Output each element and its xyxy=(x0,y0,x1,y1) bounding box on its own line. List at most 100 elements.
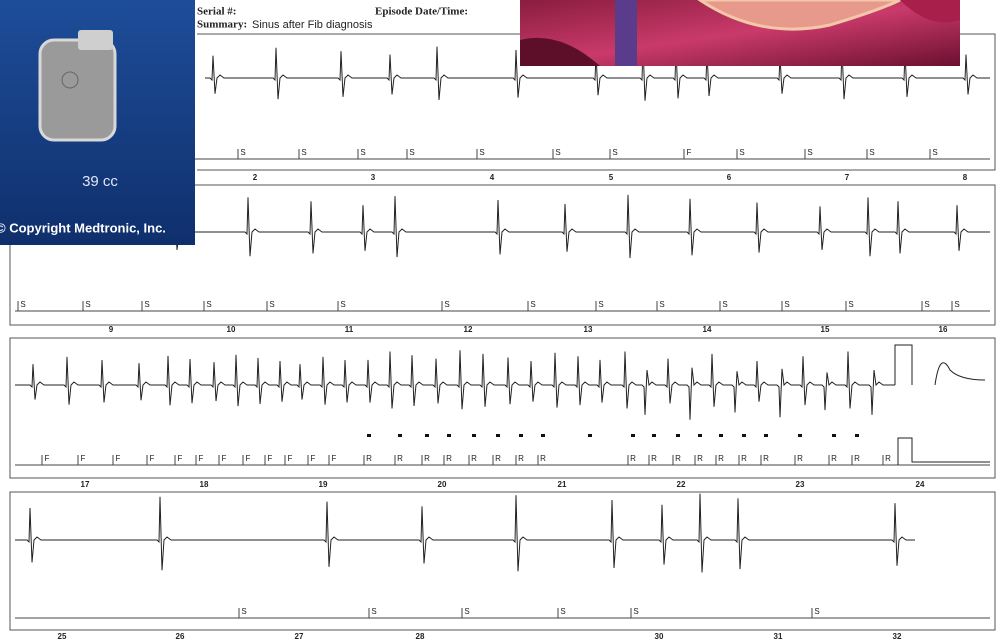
marker-label: F xyxy=(45,454,50,463)
ecg-trace xyxy=(15,194,990,259)
summary-label: Summary: xyxy=(197,19,247,31)
marker-label: S xyxy=(144,300,149,309)
marker-label: S xyxy=(85,300,90,309)
detection-dot xyxy=(764,434,768,437)
marker-label: S xyxy=(932,148,937,157)
marker-label: S xyxy=(612,148,617,157)
time-label: 17 xyxy=(81,480,90,489)
time-label: 11 xyxy=(345,325,354,334)
time-label: 21 xyxy=(558,480,567,489)
marker-label: R xyxy=(651,454,657,463)
detection-dot xyxy=(447,434,451,437)
time-label: 22 xyxy=(677,480,686,489)
detection-dot xyxy=(588,434,592,437)
time-label: 14 xyxy=(703,325,712,334)
marker-label: S xyxy=(479,148,484,157)
time-label: 4 xyxy=(490,173,495,182)
detection-dot xyxy=(855,434,859,437)
time-label: 12 xyxy=(464,325,473,334)
time-label: 23 xyxy=(796,480,805,489)
marker-label: S xyxy=(598,300,603,309)
episode-label: Episode Date/Time: xyxy=(375,6,468,18)
marker-label: F xyxy=(150,454,155,463)
marker-label: R xyxy=(366,454,372,463)
marker-label: R xyxy=(518,454,524,463)
detection-dot xyxy=(719,434,723,437)
marker-label: S xyxy=(301,148,306,157)
marker-label: S xyxy=(784,300,789,309)
time-label: 27 xyxy=(295,632,304,641)
marker-label: S xyxy=(340,300,345,309)
marker-label: S xyxy=(269,300,274,309)
marker-label: S xyxy=(633,607,638,616)
marker-label: R xyxy=(831,454,837,463)
ecg-trace xyxy=(15,350,895,420)
strip-frames xyxy=(9,33,996,631)
time-label: 10 xyxy=(227,325,236,334)
device-volume: 39 cc xyxy=(82,173,118,190)
time-label: 25 xyxy=(58,632,67,641)
marker-label: S xyxy=(869,148,874,157)
marker-label: F xyxy=(332,454,337,463)
detection-dot xyxy=(367,434,371,437)
time-label: 19 xyxy=(319,480,328,489)
marker-label: F xyxy=(116,454,121,463)
marker-label: R xyxy=(397,454,403,463)
marker-label: R xyxy=(471,454,477,463)
marker-label: R xyxy=(741,454,747,463)
time-label: 20 xyxy=(438,480,447,489)
marker-label: F xyxy=(178,454,183,463)
marker-label: F xyxy=(268,454,273,463)
time-label: 26 xyxy=(176,632,185,641)
marker-label: F xyxy=(199,454,204,463)
marker-label: S xyxy=(20,300,25,309)
time-label: 18 xyxy=(200,480,209,489)
marker-label: R xyxy=(797,454,803,463)
detection-dot xyxy=(742,434,746,437)
marker-label: S xyxy=(530,300,535,309)
marker-label: R xyxy=(854,454,860,463)
marker-label: S xyxy=(954,300,959,309)
detection-dot xyxy=(652,434,656,437)
marker-label: S xyxy=(814,607,819,616)
marker-label: R xyxy=(495,454,501,463)
time-label: 7 xyxy=(845,173,850,182)
detection-dot xyxy=(832,434,836,437)
summary-text: Sinus after Fib diagnosis xyxy=(252,19,373,31)
time-label: 16 xyxy=(939,325,948,334)
time-label: 30 xyxy=(655,632,664,641)
time-label: 3 xyxy=(371,173,376,182)
marker-label: S xyxy=(924,300,929,309)
marker-label: R xyxy=(885,454,891,463)
time-label: 2 xyxy=(253,173,258,182)
marker-label: S xyxy=(555,148,560,157)
time-label: 32 xyxy=(893,632,902,641)
marker-label: F xyxy=(288,454,293,463)
time-label: 8 xyxy=(963,173,968,182)
heart-image xyxy=(520,0,960,66)
detection-dot xyxy=(425,434,429,437)
detection-dot xyxy=(519,434,523,437)
marker-label: R xyxy=(540,454,546,463)
marker-label: S xyxy=(240,148,245,157)
time-label: 13 xyxy=(584,325,593,334)
marker-label: S xyxy=(739,148,744,157)
marker-label: R xyxy=(697,454,703,463)
marker-label: F xyxy=(246,454,251,463)
detection-dot xyxy=(496,434,500,437)
marker-label: S xyxy=(409,148,414,157)
marker-label: S xyxy=(241,607,246,616)
device-image: 39 cc © Copyright Medtronic, Inc. xyxy=(0,0,195,245)
time-label: 6 xyxy=(727,173,732,182)
serial-label: Serial #: xyxy=(197,6,236,18)
marker-label: S xyxy=(360,148,365,157)
ecg-traces: S S S S S S S F S S S S2 3 4 5 6 7 8S S S S S S S S S S S S S S S9 10 11 1… xyxy=(15,45,990,641)
marker-label: R xyxy=(718,454,724,463)
marker-label: R xyxy=(446,454,452,463)
time-label: 9 xyxy=(109,325,114,334)
ecg-trace xyxy=(15,493,915,573)
detection-dot xyxy=(631,434,635,437)
charge-marker xyxy=(897,437,990,465)
marker-label: S xyxy=(848,300,853,309)
